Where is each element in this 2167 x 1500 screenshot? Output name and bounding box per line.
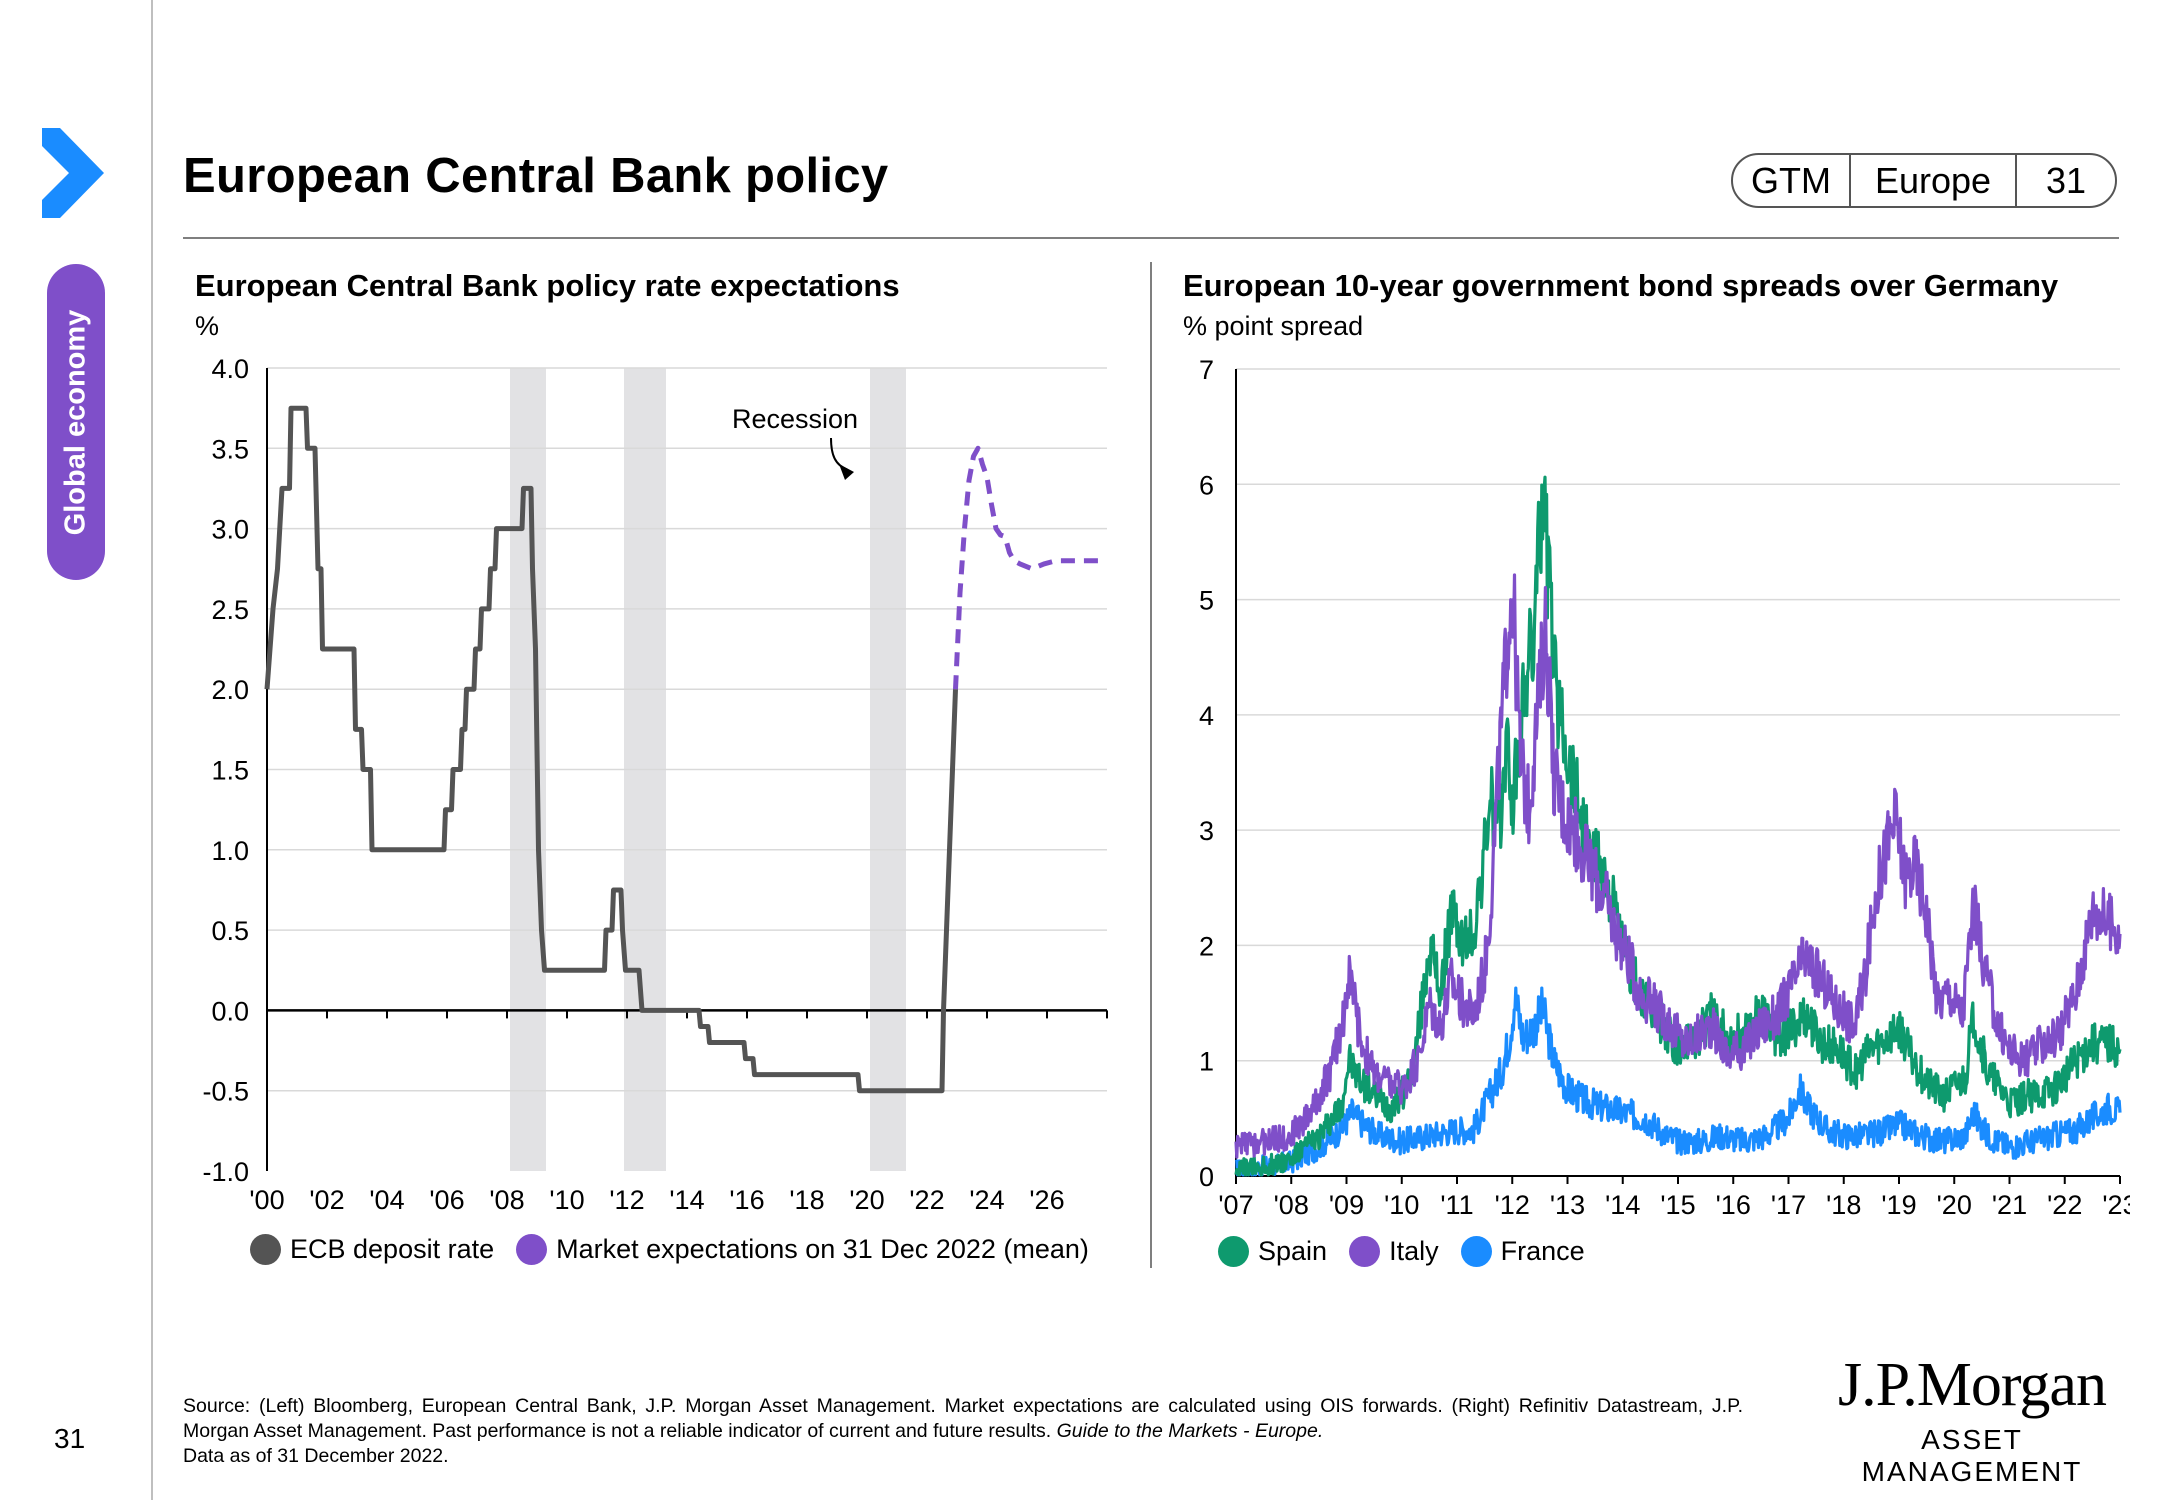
y-tick-label: 5 <box>1199 586 1214 616</box>
x-tick-label: '08 <box>489 1185 524 1215</box>
x-tick-label: '22 <box>2047 1190 2082 1220</box>
jpmorgan-logo: J.P.Morgan ASSET MANAGEMENT <box>1824 1352 2120 1488</box>
section-tab-label: Global economy <box>59 309 92 535</box>
y-tick-label: 6 <box>1199 470 1214 500</box>
spain-spread-line <box>1234 475 2122 1177</box>
y-tick-label: 2.0 <box>211 675 249 705</box>
x-tick-label: '22 <box>909 1185 944 1215</box>
logo-subtitle: ASSET MANAGEMENT <box>1861 1424 2083 1487</box>
section-tab[interactable]: Global economy <box>47 264 105 580</box>
x-tick-label: '14 <box>669 1185 704 1215</box>
y-tick-label: 1.5 <box>211 756 249 786</box>
x-tick-label: '15 <box>1660 1190 1695 1220</box>
x-tick-label: '04 <box>369 1185 404 1215</box>
x-tick-label: '20 <box>1937 1190 1972 1220</box>
x-tick-label: '16 <box>729 1185 764 1215</box>
y-tick-label: 3.0 <box>211 515 249 545</box>
legend-label-italy: Italy <box>1389 1236 1439 1266</box>
x-tick-label: '18 <box>1826 1190 1861 1220</box>
source-guide-name: Guide to the Markets - Europe. <box>1056 1420 1324 1442</box>
y-tick-label: 4 <box>1199 701 1214 731</box>
panel-divider <box>1150 262 1152 1268</box>
legend-label-ecb-rate: ECB deposit rate <box>290 1234 495 1264</box>
x-tick-label: '14 <box>1605 1190 1640 1220</box>
x-tick-label: '10 <box>549 1185 584 1215</box>
italy-spread-line <box>1234 573 2122 1159</box>
legend-item-expectations: Market expectations on 31 Dec 2022 (mean… <box>516 1234 1089 1265</box>
source-note: Source: (Left) Bloomberg, European Centr… <box>183 1394 1743 1469</box>
chevron-right-icon <box>42 128 104 218</box>
x-tick-label: '18 <box>789 1185 824 1215</box>
ecb-rate-chart: 4.0 3.5 3.0 2.5 2.0 1.5 1.0 0.5 0.0 -0.5 -1.0'00 '0… <box>202 354 1108 1215</box>
legend-item-ecb-rate: ECB deposit rate <box>250 1234 494 1265</box>
x-tick-label: '06 <box>429 1185 464 1215</box>
margin-divider <box>151 0 153 1500</box>
x-tick-label: '12 <box>1495 1190 1530 1220</box>
x-tick-label: '21 <box>1992 1190 2027 1220</box>
x-tick-label: '23 <box>2102 1190 2130 1220</box>
y-tick-label: 4.0 <box>211 354 249 384</box>
legend-label-france: France <box>1500 1236 1585 1266</box>
legend-item-spain: Spain <box>1218 1236 1327 1267</box>
source-date: Data as of 31 December 2022. <box>183 1445 449 1467</box>
page-title: European Central Bank policy <box>183 149 889 203</box>
x-tick-label: '16 <box>1716 1190 1751 1220</box>
title-divider <box>183 237 2119 239</box>
legend-marker-expectations <box>516 1234 548 1265</box>
source-text: Source: (Left) Bloomberg, European Centr… <box>183 1395 1743 1442</box>
legend-marker-france <box>1460 1236 1492 1267</box>
y-tick-label: 0 <box>1199 1162 1214 1192</box>
x-tick-label: '09 <box>1329 1190 1364 1220</box>
y-tick-label: 2.5 <box>211 595 249 625</box>
right-chart-unit: % point spread <box>1183 311 1364 341</box>
bond-spreads-chart: 7 6 5 4 3 2 1 0'07 '08 '09 '10 '11 '12 '13 '14 '15 '16 '1… <box>1199 355 2130 1220</box>
recession-annotation: Recession <box>732 404 858 434</box>
x-tick-label: '17 <box>1771 1190 1806 1220</box>
left-chart-title: European Central Bank policy rate expect… <box>195 268 900 303</box>
y-tick-label: 1.0 <box>211 836 249 866</box>
france-spread-line <box>1234 986 2122 1177</box>
x-tick-label: '13 <box>1550 1190 1585 1220</box>
right-chart-legend: Spain Italy France <box>1218 1236 1607 1267</box>
x-tick-label: '11 <box>1440 1190 1473 1220</box>
right-chart-title: European 10-year government bond spreads… <box>1183 268 2059 303</box>
y-tick-label: 1 <box>1199 1047 1214 1077</box>
logo-wordmark: J.P.Morgan <box>1838 1351 2107 1419</box>
y-tick-label: 0.0 <box>211 996 249 1026</box>
left-chart-legend: ECB deposit rate Market expectations on … <box>250 1234 1111 1265</box>
legend-marker-spain <box>1218 1236 1249 1267</box>
x-tick-label: '26 <box>1029 1185 1064 1215</box>
x-tick-label: '19 <box>1881 1190 1916 1220</box>
y-tick-label: 7 <box>1199 355 1214 385</box>
market-expectations-line <box>953 445 1104 690</box>
y-tick-label: 3.5 <box>211 434 249 464</box>
y-tick-label: 0.5 <box>211 916 249 946</box>
legend-item-italy: Italy <box>1349 1236 1439 1267</box>
page-number: 31 <box>54 1423 86 1454</box>
guide-badge: GTM Europe 31 <box>1731 153 2117 208</box>
y-tick-label: 2 <box>1199 931 1214 961</box>
badge-page: 31 <box>2045 159 2087 201</box>
legend-marker-italy <box>1349 1236 1381 1267</box>
left-chart-unit: % <box>195 311 220 341</box>
x-tick-label: '12 <box>609 1185 644 1215</box>
annotation-arrowhead <box>839 464 854 480</box>
x-tick-label: '07 <box>1218 1190 1253 1220</box>
badge-gtm: GTM <box>1733 155 1851 206</box>
x-tick-label: '00 <box>249 1185 284 1215</box>
legend-label-spain: Spain <box>1258 1236 1328 1266</box>
y-tick-label: -1.0 <box>202 1157 249 1187</box>
x-tick-label: '20 <box>849 1185 884 1215</box>
x-tick-label: '24 <box>969 1185 1004 1215</box>
badge-region: Europe <box>1851 155 2017 206</box>
legend-marker-ecb-rate <box>250 1234 281 1265</box>
x-tick-label: '10 <box>1384 1190 1419 1220</box>
y-tick-label: 3 <box>1199 816 1214 846</box>
x-tick-label: '02 <box>309 1185 344 1215</box>
legend-label-expectations: Market expectations on 31 Dec 2022 (mean… <box>556 1234 1089 1264</box>
ecb-rate-line <box>264 405 958 1094</box>
x-tick-label: '08 <box>1274 1190 1309 1220</box>
legend-item-france: France <box>1460 1236 1585 1267</box>
y-tick-label: -0.5 <box>202 1077 249 1107</box>
